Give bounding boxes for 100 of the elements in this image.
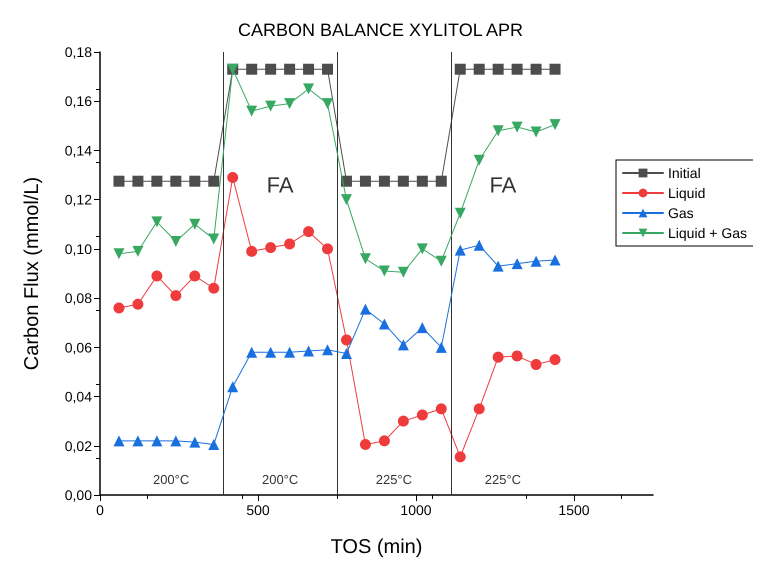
legend-label: Liquid [668, 185, 706, 201]
y-tick-label: 0,04 [64, 388, 92, 405]
point [398, 339, 409, 350]
y-tick-label: 0,18 [64, 44, 92, 60]
point [322, 98, 334, 110]
y-tick-label: 0,08 [64, 290, 92, 306]
point [246, 106, 258, 117]
point [113, 302, 124, 314]
y-tick-label: 0,02 [64, 438, 92, 454]
point [170, 435, 182, 446]
point [132, 176, 144, 187]
point [360, 304, 371, 315]
x-tick-label: 1000 [400, 502, 432, 518]
point [530, 64, 542, 75]
point [189, 436, 200, 448]
point [454, 64, 466, 75]
point [151, 435, 162, 446]
annotation: FA [266, 172, 294, 198]
point [208, 234, 220, 245]
point [113, 176, 124, 187]
point [265, 100, 276, 112]
point [550, 254, 561, 266]
point [512, 122, 523, 133]
point [360, 439, 371, 450]
point [530, 256, 542, 267]
point [378, 266, 390, 277]
point [113, 248, 124, 260]
point [246, 246, 258, 257]
legend-label: Initial [668, 165, 701, 181]
point [246, 346, 258, 358]
point [284, 346, 296, 358]
point [208, 439, 220, 450]
point [284, 238, 296, 250]
point [322, 344, 334, 356]
y-tick-label: 0,10 [64, 240, 92, 257]
point [454, 208, 466, 219]
annotation: FA [489, 172, 517, 198]
y-tick-label: 0,12 [64, 192, 92, 208]
point [303, 83, 314, 94]
point [227, 381, 238, 392]
point [512, 258, 523, 270]
point [398, 416, 409, 427]
point [246, 64, 258, 75]
point [189, 270, 200, 282]
point [378, 176, 390, 187]
point [151, 216, 162, 228]
x-tick-label: 500 [246, 502, 270, 518]
point [265, 346, 276, 358]
point [474, 154, 485, 166]
point [436, 403, 447, 414]
point [132, 298, 144, 310]
point [436, 176, 447, 187]
point [416, 176, 428, 187]
point [340, 348, 352, 359]
point [151, 270, 162, 282]
point [360, 176, 371, 187]
point [284, 98, 296, 110]
point [189, 176, 200, 187]
point [227, 172, 238, 184]
point [378, 318, 390, 330]
point [303, 346, 314, 357]
point [340, 334, 352, 346]
point [208, 176, 220, 187]
annotation: 225°C [484, 472, 522, 487]
point [492, 260, 504, 272]
point [170, 176, 182, 187]
point [265, 242, 276, 254]
legend-label: Liquid + Gas [668, 225, 747, 241]
point [265, 64, 276, 75]
point [530, 359, 542, 370]
point [132, 246, 144, 257]
point [398, 266, 409, 278]
annotation: 225°C [376, 472, 412, 487]
point [284, 64, 296, 75]
point [189, 218, 200, 230]
point [378, 435, 390, 446]
y-axis-title: Carbon Flux (mmol/L) [21, 176, 43, 370]
point [416, 322, 428, 334]
point [113, 435, 124, 446]
point [398, 176, 409, 187]
legend-label: Gas [668, 205, 694, 221]
point [474, 64, 485, 75]
point [550, 354, 561, 366]
point [474, 403, 485, 414]
point [492, 64, 504, 75]
point [550, 119, 561, 130]
y-tick-label: 0,14 [64, 142, 92, 158]
point [436, 256, 447, 267]
point [416, 410, 428, 421]
point [322, 243, 334, 254]
annotation: 200°C [262, 472, 298, 487]
point [454, 244, 466, 256]
x-tick-label: 1500 [558, 502, 590, 518]
point [474, 240, 485, 251]
point [436, 342, 447, 353]
point [492, 125, 504, 136]
chart-title: CARBON BALANCE XYLITOL APR [238, 20, 524, 40]
y-tick-label: 0,06 [64, 339, 92, 356]
point [170, 290, 182, 302]
y-tick-label: 0,00 [64, 487, 92, 503]
